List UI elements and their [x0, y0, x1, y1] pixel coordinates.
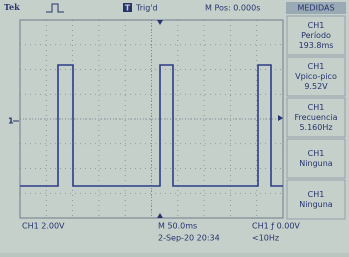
- menu-item-channel: CH1: [308, 21, 325, 30]
- trigger-status: Trig'd: [135, 4, 158, 13]
- background: [0, 0, 349, 253]
- menu-item-channel: CH1: [308, 103, 325, 112]
- menu-item-channel: CH1: [308, 62, 325, 71]
- frequency: <10Hz: [252, 234, 279, 243]
- time-scale: M 50.0ms: [158, 222, 197, 231]
- menu-item-value: 9.52V: [304, 82, 328, 91]
- page: 1 Tek T Trig'd M Pos: 0.000s MEDIDAS CH1…: [0, 0, 349, 253]
- oscilloscope-screen: 1 Tek T Trig'd M Pos: 0.000s MEDIDAS CH1…: [0, 0, 349, 253]
- brand: Tek: [4, 2, 20, 12]
- menu-item-label: Ninguna: [299, 159, 332, 168]
- menu-item-label: Ninguna: [299, 200, 332, 209]
- menu-item-label: Frecuencia: [294, 113, 337, 122]
- date: 2-Sep-20 20:34: [158, 234, 220, 243]
- position: M Pos: 0.000s: [205, 4, 260, 13]
- trigger-setting: CH1 ƒ 0.00V: [252, 222, 300, 231]
- menu-item-channel: CH1: [308, 149, 325, 158]
- menu-item-label: Vpico-pico: [295, 72, 337, 81]
- trigger-icon: T: [125, 4, 131, 13]
- channel-scale: CH1 2.00V: [22, 222, 65, 231]
- menu-item-label: Período: [301, 31, 331, 40]
- menu-item-channel: CH1: [308, 190, 325, 199]
- menu-item-value: 193.8ms: [299, 41, 334, 50]
- menu-title: MEDIDAS: [297, 4, 334, 13]
- menu-item-value: 5.160Hz: [299, 123, 332, 132]
